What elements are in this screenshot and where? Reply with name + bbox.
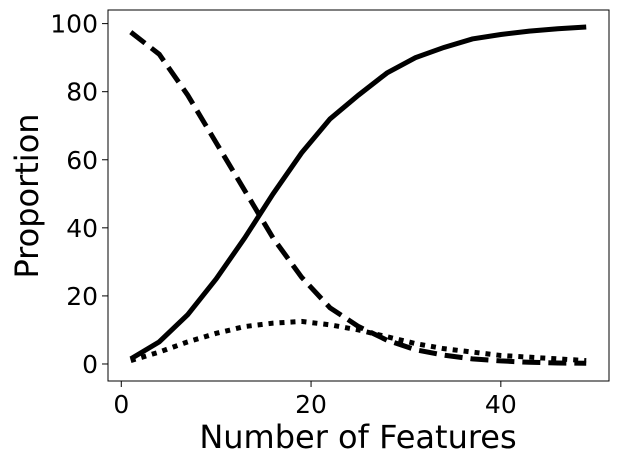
x-tick-label: 0 [113,390,129,419]
x-tick-label: 20 [295,390,327,419]
y-tick-label: 40 [66,214,98,243]
series-line [130,318,587,364]
plot-frame [107,9,610,382]
series-line [129,30,587,366]
series-line [129,24,587,362]
y-tick-label: 100 [50,10,98,39]
x-tick-label: 40 [485,390,517,419]
y-axis-label: Proportion [8,113,46,278]
y-tick-label: 20 [66,282,98,311]
y-tick-label: 0 [82,350,98,379]
x-axis-label: Number of Features [199,418,516,456]
y-tick-label: 60 [66,146,98,175]
y-tick-label: 80 [66,78,98,107]
